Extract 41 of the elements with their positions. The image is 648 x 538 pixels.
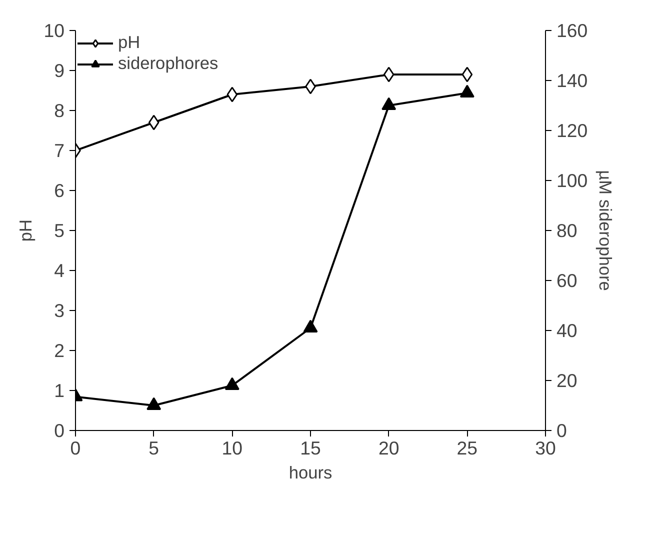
y-axis-title: pH: [16, 219, 36, 242]
y2-tick-label: 120: [556, 120, 588, 141]
legend-label: pH: [118, 32, 140, 53]
point: [226, 86, 238, 102]
y2-tick-label: 140: [556, 70, 588, 91]
y-tick-label: 5: [54, 220, 65, 241]
point: [383, 66, 394, 82]
y-tick-label: 10: [44, 20, 65, 41]
y-tick-label: 8: [54, 100, 65, 121]
x-tick-label: 0: [70, 438, 81, 458]
y2-tick-label: 0: [556, 420, 567, 441]
y-tick-label: 6: [54, 180, 65, 201]
x-tick-label: 5: [148, 438, 160, 458]
point: [382, 97, 396, 110]
y2-tick-label: 40: [556, 320, 578, 341]
x-tick-label: 30: [535, 438, 556, 458]
x-tick-label: 25: [456, 438, 478, 458]
point: [460, 84, 474, 98]
y2-tick-label: 80: [556, 220, 578, 241]
y-tick-label: 0: [54, 420, 65, 441]
x-tick-label: 15: [300, 438, 321, 458]
y-tick-label: 7: [54, 140, 65, 161]
y2-axis-title: µM siderophore: [596, 170, 616, 291]
y2-tick-label: 20: [556, 370, 578, 391]
y-tick-label: 3: [54, 300, 65, 321]
point: [462, 66, 473, 82]
x-tick-label: 10: [222, 438, 243, 458]
y-tick-label: 4: [54, 260, 65, 281]
y2-tick-label: 100: [556, 170, 588, 191]
x-tick-label: 20: [378, 438, 400, 458]
legend-label: siderophores: [118, 53, 218, 74]
point: [148, 114, 160, 130]
point: [303, 320, 318, 333]
x-axis-title: hours: [288, 462, 333, 482]
y-tick-label: 1: [54, 380, 65, 401]
point: [224, 377, 240, 390]
y2-tick-label: 60: [556, 270, 578, 291]
y-tick-label: 2: [54, 340, 65, 361]
y2-tick-label: 160: [556, 20, 588, 41]
point: [146, 397, 162, 410]
y-tick-label: 9: [54, 60, 65, 81]
